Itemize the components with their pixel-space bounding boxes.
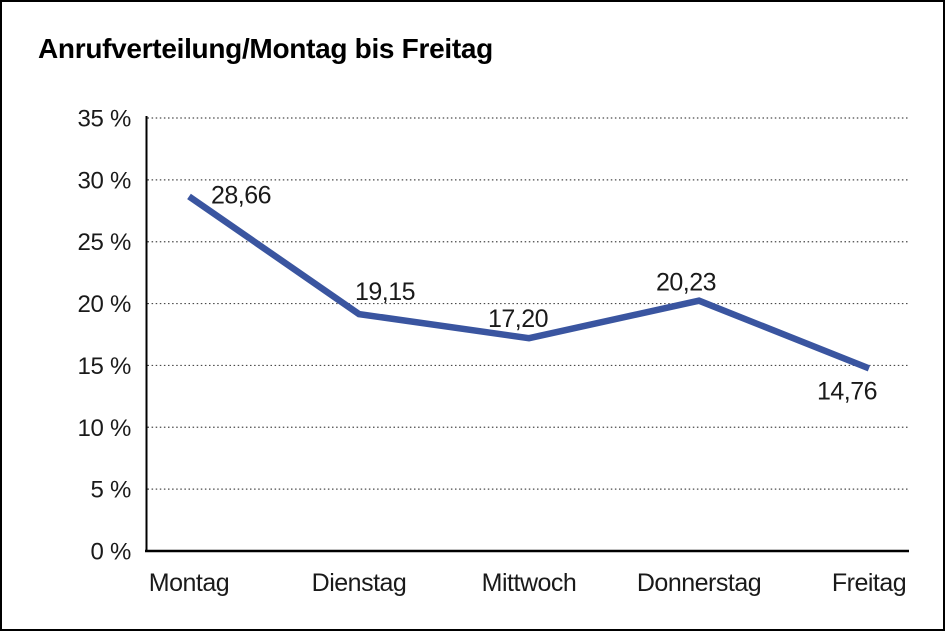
x-category-label: Freitag: [832, 569, 906, 597]
x-category-label: Donnerstag: [637, 569, 761, 597]
y-tick-label: 0 %: [91, 539, 131, 566]
data-line: [187, 193, 871, 372]
x-category-label: Montag: [149, 569, 229, 597]
data-point-label: 28,66: [211, 181, 271, 209]
data-point-label: 19,15: [355, 278, 415, 306]
y-tick-label: 5 %: [91, 477, 131, 504]
data-point-label: 20,23: [656, 269, 716, 297]
data-point-label: 14,76: [817, 377, 877, 405]
y-tick-label: 30 %: [77, 167, 131, 194]
y-tick-label: 20 %: [77, 291, 131, 318]
y-tick-label: 35 %: [77, 106, 131, 133]
y-tick-label: 10 %: [77, 415, 131, 442]
y-tick-label: 25 %: [77, 229, 131, 256]
chart-title: Anrufverteilung/Montag bis Freitag: [38, 33, 493, 64]
x-category-label: Dienstag: [312, 569, 407, 597]
data-point-label: 17,20: [488, 305, 548, 333]
y-tick-label: 15 %: [77, 353, 131, 380]
x-category-label: Mittwoch: [482, 569, 577, 597]
